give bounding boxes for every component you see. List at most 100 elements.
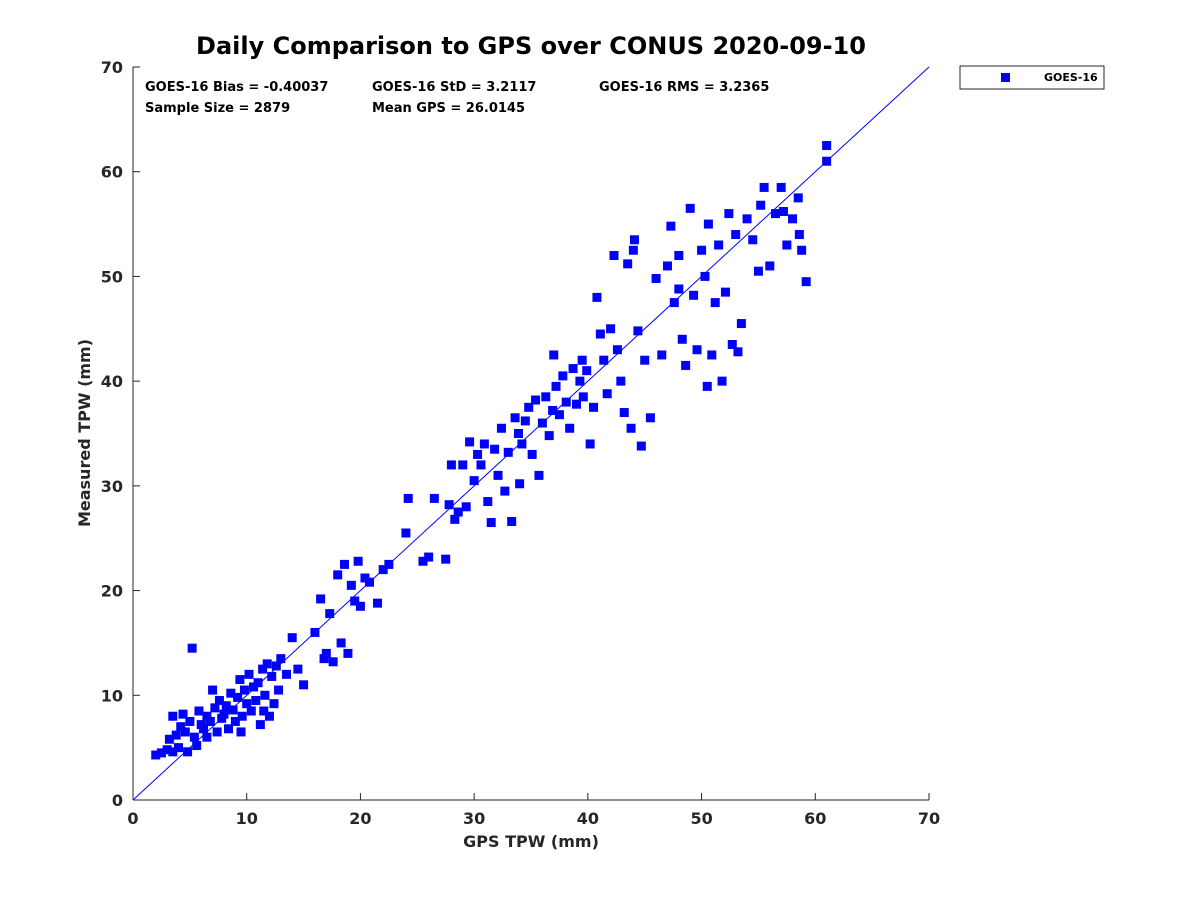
stat-std: GOES-16 StD = 3.2117 (372, 80, 536, 95)
data-point (236, 727, 246, 737)
data-point (360, 573, 370, 583)
data-point (669, 298, 679, 308)
data-point (271, 661, 281, 671)
data-point (185, 716, 195, 726)
data-point (253, 678, 263, 688)
data-point (194, 706, 204, 716)
data-point (171, 730, 181, 740)
data-point (228, 705, 238, 715)
data-point (168, 711, 178, 721)
data-point (333, 570, 343, 580)
data-point (469, 476, 479, 486)
data-point (224, 724, 234, 734)
legend: GOES-16 (959, 65, 1105, 90)
data-point (685, 203, 695, 213)
data-point (219, 709, 229, 719)
x-axis-ticks: 0 10 20 30 40 50 60 70 (127, 793, 940, 828)
data-point (592, 292, 602, 302)
y-tick-label: 40 (101, 372, 123, 391)
one-to-one-line (132, 66, 930, 801)
data-point (473, 449, 483, 459)
data-point (561, 397, 571, 407)
data-point (537, 418, 547, 428)
stat-mean-gps: Mean GPS = 26.0145 (372, 101, 525, 116)
data-point (205, 716, 215, 726)
data-point (183, 747, 193, 757)
data-point (325, 609, 335, 619)
data-point (493, 470, 503, 480)
data-point (568, 364, 578, 374)
data-point (343, 648, 353, 658)
data-point (403, 493, 413, 503)
data-point (173, 743, 183, 753)
data-point (544, 431, 554, 441)
data-point (759, 182, 769, 192)
legend-label: GOES-16 (1044, 71, 1098, 84)
data-point (244, 669, 254, 679)
data-point (378, 565, 388, 575)
data-point (700, 271, 710, 281)
data-point (778, 207, 788, 217)
data-point (793, 193, 803, 203)
x-tick-label: 30 (463, 809, 485, 828)
data-point (233, 692, 243, 702)
data-point (262, 659, 272, 669)
data-point (156, 748, 166, 758)
data-point (500, 486, 510, 496)
data-point (731, 230, 741, 240)
data-point (626, 423, 636, 433)
data-point (776, 182, 786, 192)
data-point (515, 479, 525, 489)
legend-marker-square (1001, 73, 1010, 82)
data-point (151, 750, 161, 760)
data-point (365, 577, 375, 587)
scatter-points (151, 141, 832, 760)
x-tick-label: 10 (236, 809, 258, 828)
data-point (246, 706, 256, 716)
data-point (727, 339, 737, 349)
data-point (242, 699, 252, 709)
data-point (450, 514, 460, 524)
legend-box (959, 65, 1105, 90)
x-tick-label: 0 (127, 809, 138, 828)
data-point (674, 250, 684, 260)
y-tick-label: 50 (101, 267, 123, 286)
data-point (753, 266, 763, 276)
data-point (770, 209, 780, 219)
data-point (633, 326, 643, 336)
reference-line-group (132, 66, 930, 801)
data-point (282, 669, 292, 679)
data-point (724, 209, 734, 219)
data-point (316, 594, 326, 604)
data-point (319, 654, 329, 664)
y-tick-label: 0 (112, 791, 123, 810)
data-point (582, 366, 592, 376)
data-point (226, 688, 236, 698)
data-point (164, 734, 174, 744)
data-point (606, 324, 616, 334)
data-point (336, 638, 346, 648)
data-point (444, 500, 454, 510)
data-point (293, 664, 303, 674)
data-point (736, 319, 746, 329)
data-point (527, 449, 537, 459)
data-point (321, 648, 331, 658)
x-axis-label: GPS TPW (mm) (463, 832, 599, 851)
data-point (674, 284, 684, 294)
data-point (199, 724, 209, 734)
data-point (264, 711, 274, 721)
y-tick-label: 30 (101, 477, 123, 496)
data-point (162, 745, 172, 755)
data-point (418, 556, 428, 566)
plot-area: 0 10 20 30 40 50 60 70 0 10 20 30 40 50 60 70 (101, 58, 940, 828)
data-point (524, 402, 534, 412)
data-point (208, 685, 218, 695)
data-point (221, 701, 231, 711)
data-point (424, 552, 434, 562)
data-point (677, 334, 687, 344)
data-point (202, 711, 212, 721)
data-point (548, 405, 558, 415)
data-point (681, 360, 691, 370)
data-point (251, 696, 261, 706)
data-point (517, 439, 527, 449)
